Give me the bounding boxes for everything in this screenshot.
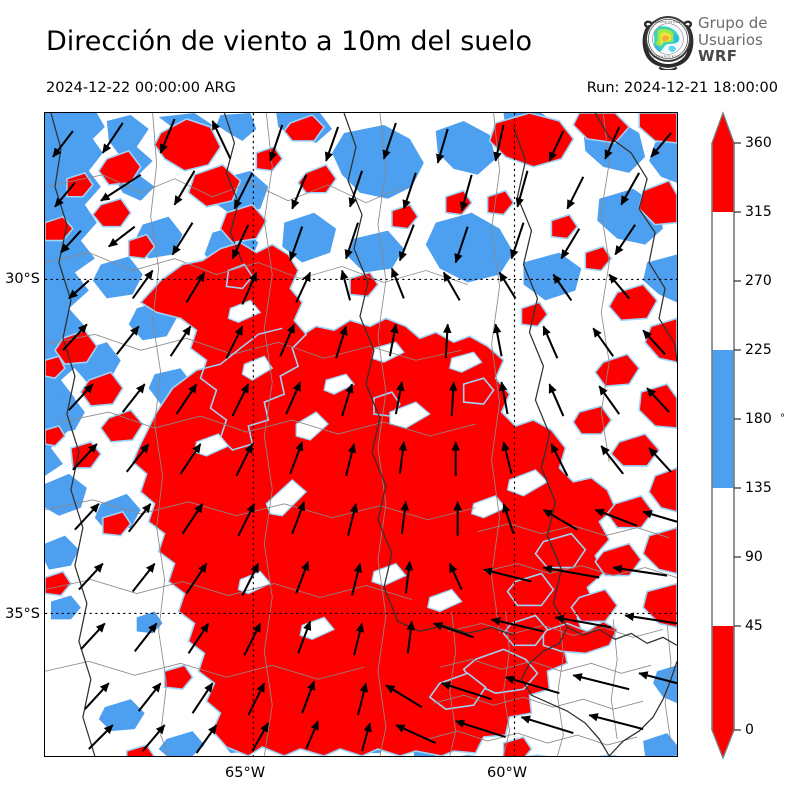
logo-line-3: WRF (698, 47, 738, 65)
map-plot-area[interactable] (44, 112, 678, 757)
colorbar-tick-180: 180 (745, 411, 772, 427)
lat-label-30s: 30°S (5, 271, 40, 287)
wind-direction-field (45, 113, 677, 756)
wrf-user-group-logo: G R U P O D E U S U A R I O S W R F A R … (640, 11, 792, 71)
contour-outline-accent (140, 241, 283, 413)
colorbar-tick-45: 45 (745, 618, 763, 634)
lon-label-60w: 60°W (487, 765, 528, 781)
svg-text:G R U P O D E U S U A R I: G R U P O D E U S U A R I O S (649, 20, 687, 24)
colorbar-tick-360: 360 (745, 135, 772, 151)
colorbar-unit-label: ° (780, 413, 785, 424)
colorbar-tick-225: 225 (745, 342, 772, 358)
lon-label-65w: 65°W (225, 765, 266, 781)
svg-text:W R F A R G E N T I N A: W R F A R G E N T I N A (653, 55, 683, 59)
coastline-and-national-borders (50, 113, 677, 756)
colorbar-tick-315: 315 (745, 204, 772, 220)
map-gridlines (45, 113, 677, 756)
logo-line-1: Grupo de (698, 14, 768, 32)
contour-band-white-inner (193, 299, 549, 641)
colorbar-tick-90: 90 (745, 549, 763, 565)
colorbar[interactable]: 360 315 270 225 180 ° 135 90 45 0 (700, 106, 796, 766)
globe-seal-icon: G R U P O D E U S U A R I O S W R F A R … (642, 16, 694, 70)
logo-text-block: Grupo de Usuarios WRF (698, 15, 768, 65)
colorbar-graphic (711, 111, 741, 760)
colorbar-tick-135: 135 (745, 480, 772, 496)
logo-line-2: Usuarios (698, 30, 763, 49)
page-title: Dirección de viento a 10m del suelo (46, 26, 533, 57)
lat-label-35s: 35°S (5, 606, 40, 622)
province-boundaries (45, 113, 677, 756)
valid-time-label: 2024-12-22 00:00:00 ARG (46, 80, 236, 96)
colorbar-tick-0: 0 (745, 722, 754, 738)
wind-vector-layer (52, 118, 677, 754)
colorbar-tick-270: 270 (745, 273, 772, 289)
run-time-label: Run: 2024-12-21 18:00:00 (586, 80, 778, 96)
